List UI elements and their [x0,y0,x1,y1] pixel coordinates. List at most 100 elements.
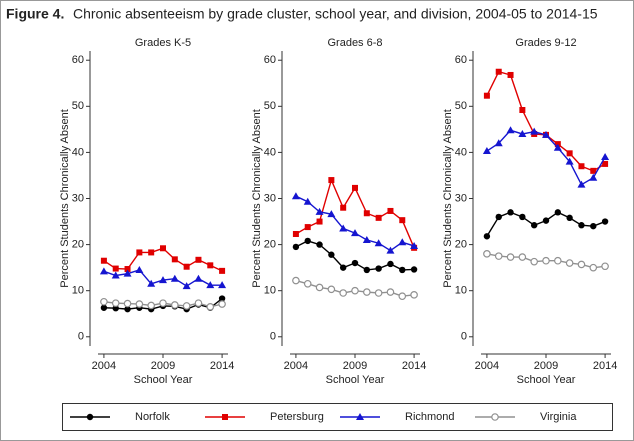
marker [99,267,108,275]
marker [159,276,167,284]
marker [304,237,311,245]
marker [219,267,226,274]
marker [171,256,178,263]
marker [148,249,155,256]
x-axis-label: School Year [517,374,576,386]
marker [327,210,336,218]
marker [554,256,562,265]
marker [327,285,336,294]
marker [292,276,300,285]
marker [328,177,335,184]
marker [123,299,132,308]
marker [315,207,324,215]
marker [601,218,609,225]
marker [340,204,347,211]
marker [577,180,586,188]
marker [542,256,550,265]
marker [399,266,406,274]
marker [507,71,514,78]
marker [483,250,491,258]
marker [398,292,407,301]
legend-label: Petersburg [270,411,324,423]
marker [100,297,108,306]
marker [483,233,491,240]
y-tick-label: 0 [78,331,84,343]
marker [399,217,406,224]
marker [506,253,515,261]
y-tick-label: 30 [264,192,276,204]
marker [195,256,202,263]
marker [566,214,573,222]
marker [194,299,203,307]
marker [506,126,515,134]
marker [554,209,562,216]
marker [207,262,214,269]
marker [339,264,347,271]
y-tick-label: 40 [72,146,84,158]
marker [111,271,120,279]
marker [136,249,143,256]
marker [218,300,226,308]
y-tick-label: 60 [455,54,467,66]
x-axis-label: School Year [326,374,385,386]
marker [351,229,359,237]
x-tick-label: 2014 [402,360,426,372]
panel-title: Grades K-5 [135,37,191,49]
marker [530,222,538,229]
y-tick-label: 60 [72,54,84,66]
y-tick-label: 10 [264,285,276,297]
marker [183,263,190,270]
figure-title: Chronic absenteeism by grade cluster, sc… [73,6,598,22]
y-tick-label: 30 [455,192,467,204]
marker [577,260,586,269]
marker [123,269,132,277]
marker [601,262,609,271]
marker [590,167,597,174]
marker [542,130,550,138]
y-tick-label: 30 [72,192,84,204]
marker [111,299,120,307]
marker [135,300,144,308]
legend-marker [222,414,228,420]
x-tick-label: 2004 [92,360,116,372]
marker [398,238,407,246]
marker [159,299,167,307]
marker [483,92,490,99]
marker [315,283,324,292]
y-tick-label: 10 [455,285,467,297]
marker [194,274,203,282]
marker [530,127,539,135]
x-tick-label: 2009 [534,360,558,372]
x-tick-label: 2004 [475,360,499,372]
marker [375,214,382,221]
marker [206,303,215,311]
x-tick-label: 2009 [343,360,367,372]
marker [519,213,526,221]
marker [565,259,574,267]
y-tick-label: 0 [461,331,467,343]
marker [495,68,502,75]
marker [494,139,503,147]
marker [530,257,538,266]
legend-label: Virginia [540,411,577,423]
marker [566,150,573,157]
legend-box [62,403,613,431]
marker [160,245,166,252]
marker [171,301,179,309]
marker [495,213,502,221]
marker [100,304,108,311]
marker [589,263,598,272]
marker [304,224,311,231]
marker [100,257,107,264]
x-tick-label: 2014 [210,360,234,372]
marker [218,281,227,289]
x-axis-label: School Year [134,374,193,386]
y-tick-label: 40 [455,146,467,158]
marker [518,253,527,261]
marker [590,222,597,230]
y-tick-label: 10 [72,285,84,297]
marker [303,279,312,288]
marker [328,251,335,258]
marker [386,288,395,296]
